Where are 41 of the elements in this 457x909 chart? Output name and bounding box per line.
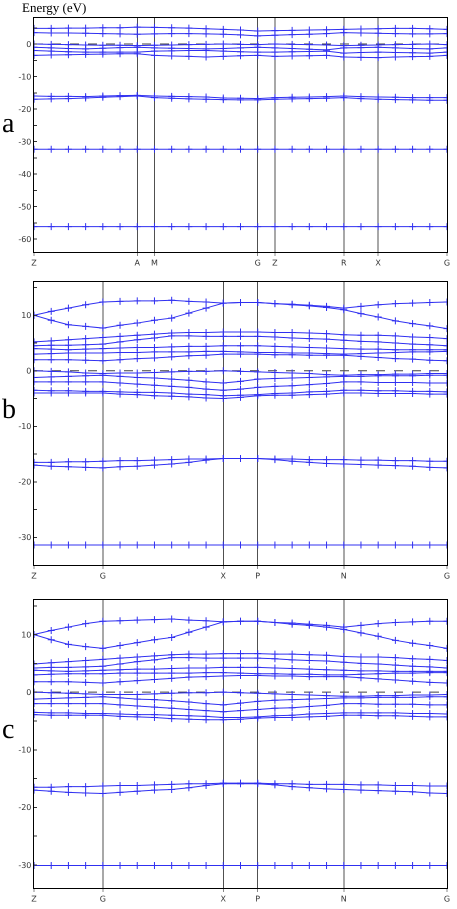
y-tick-label: -40 <box>18 170 32 179</box>
x-tick-label: M <box>151 258 158 268</box>
y-tick-label: -60 <box>18 234 32 244</box>
x-tick-label: P <box>255 894 260 904</box>
x-tick-label: P <box>255 572 260 581</box>
y-tick-label: 10 <box>21 311 32 320</box>
x-tick-label: G <box>254 258 261 268</box>
x-tick-label: X <box>375 258 382 268</box>
y-tick-label: -10 <box>18 72 32 82</box>
y-tick-label: -20 <box>18 478 32 487</box>
x-tick-label: G <box>100 572 106 581</box>
y-tick-label: 10 <box>21 630 32 640</box>
x-tick-label: G <box>444 258 450 268</box>
text: c <box>2 714 14 745</box>
x-tick-label: X <box>220 572 227 581</box>
x-tick-label: G <box>444 894 450 904</box>
y-tick-label: 0 <box>26 40 32 49</box>
x-tick-label: N <box>340 572 347 581</box>
x-tick-label: R <box>340 258 347 268</box>
y-tick-label: -30 <box>18 137 32 146</box>
x-tick-label: G <box>444 572 450 581</box>
x-tick-label: X <box>220 894 227 904</box>
y-tick-label: -20 <box>18 803 32 812</box>
x-tick-label: Z <box>31 894 38 904</box>
text: a <box>2 108 15 139</box>
y-axis-title: Energy (eV) <box>22 0 86 15</box>
y-tick-label: -10 <box>18 422 32 432</box>
text: b <box>2 394 16 425</box>
x-tick-label: Z <box>31 572 38 581</box>
y-tick-label: 0 <box>26 366 32 376</box>
x-tick-label: N <box>340 894 347 904</box>
y-tick-label: -30 <box>18 860 32 870</box>
x-tick-label: Z <box>272 258 278 268</box>
x-tick-label: G <box>100 894 106 904</box>
y-tick-label: -10 <box>18 746 32 755</box>
x-tick-label: Z <box>31 258 38 268</box>
y-tick-label: -50 <box>18 202 32 212</box>
y-tick-label: 0 <box>26 688 32 697</box>
y-tick-label: -20 <box>18 104 32 114</box>
x-tick-label: A <box>134 258 141 268</box>
y-tick-label: -30 <box>18 533 32 542</box>
